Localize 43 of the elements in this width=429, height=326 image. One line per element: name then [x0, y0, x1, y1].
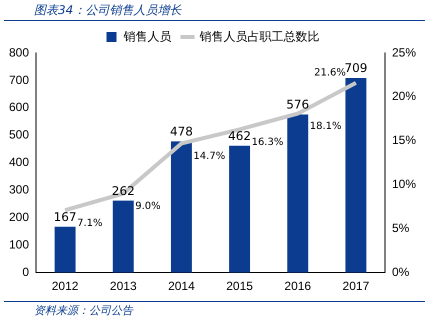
data-label: 709	[344, 61, 368, 76]
text: 资料来源：公司公告	[4, 301, 425, 320]
y2-tick-label: 5%	[392, 220, 410, 235]
bar	[112, 200, 134, 273]
x-tick-label: 2017	[342, 279, 370, 294]
y-tick-label: 600	[8, 100, 30, 114]
y-tick-label: 200	[8, 210, 30, 224]
data-label: 18.1%	[310, 121, 342, 132]
y-tick-label: 100	[8, 237, 30, 252]
y-tick-label: 0	[22, 264, 30, 279]
y2-tick-label: 25%	[392, 45, 416, 60]
y2-tick-label: 20%	[392, 89, 416, 104]
data-label: 21.6%	[314, 67, 346, 78]
x-tick-label: 2013	[110, 279, 137, 294]
y-tick-label: 500	[8, 128, 30, 142]
y-tick-label: 400	[8, 155, 30, 170]
x-tick-label: 2015	[226, 279, 254, 294]
data-label: 478	[170, 124, 193, 139]
data-label: 14.7%	[193, 151, 226, 162]
data-label: 7.1%	[77, 218, 103, 229]
y-tick-label: 300	[8, 182, 30, 197]
bar	[287, 114, 308, 273]
x-tick-label: 2012	[52, 279, 79, 294]
data-label: 167	[54, 210, 77, 224]
legend-label: 销售人员占职工总数比	[198, 29, 320, 44]
data-label: 9.0%	[135, 201, 161, 212]
data-label: 262	[112, 184, 135, 198]
legend-label: 销售人员	[122, 29, 172, 44]
y2-tick-label: 0%	[392, 264, 410, 279]
data-label: 462	[228, 128, 252, 143]
x-tick-label: 2016	[284, 279, 312, 294]
bar	[170, 141, 192, 273]
y-tick-label: 800	[8, 45, 30, 60]
y-tick-label: 700	[8, 72, 30, 87]
x-tick-label: 2014	[168, 279, 196, 294]
bar	[229, 146, 250, 273]
chart-title: 图表34：公司销售人员增长	[4, 0, 425, 21]
y2-tick-label: 15%	[392, 133, 416, 148]
data-label: 576	[286, 98, 310, 112]
bar	[345, 78, 366, 273]
y2-tick-label: 10%	[392, 177, 416, 192]
data-label: 16.3%	[252, 137, 284, 148]
bar	[54, 226, 76, 273]
